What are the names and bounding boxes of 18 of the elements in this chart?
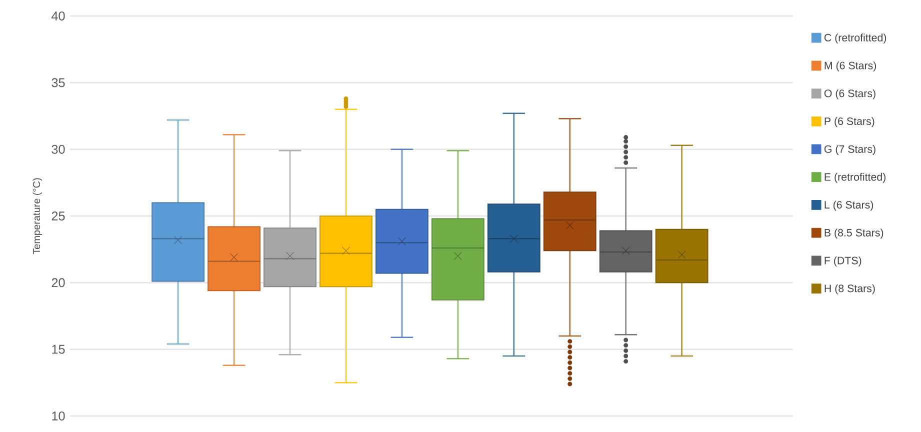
y-tick-label: 10 — [52, 412, 65, 420]
y-tick-label: 20 — [52, 278, 65, 288]
y-axis-title: Temperature (°C) — [32, 178, 42, 254]
legend-label: L (6 Stars) — [824, 200, 874, 211]
y-tick-label: 15 — [52, 344, 65, 354]
legend-label: H (8 Stars) — [824, 284, 875, 294]
legend-label: G (7 Stars) — [824, 145, 876, 155]
legend-label: M (6 Stars) — [824, 61, 876, 72]
legend-label: F (DTS) — [824, 256, 862, 266]
legend-label: P (6 Stars) — [824, 117, 874, 128]
y-tick-label: 35 — [52, 78, 65, 88]
y-tick-label: 40 — [51, 12, 65, 20]
y-tick-label: 30 — [52, 144, 65, 154]
y-tick-label: 25 — [52, 212, 65, 220]
legend-label: B (8.5 Stars) — [824, 228, 884, 239]
legend-label: E (retrofitted) — [824, 172, 886, 183]
legend-label: O (6 Stars) — [824, 89, 876, 100]
legend-label: C (retrofitted) — [824, 34, 886, 44]
